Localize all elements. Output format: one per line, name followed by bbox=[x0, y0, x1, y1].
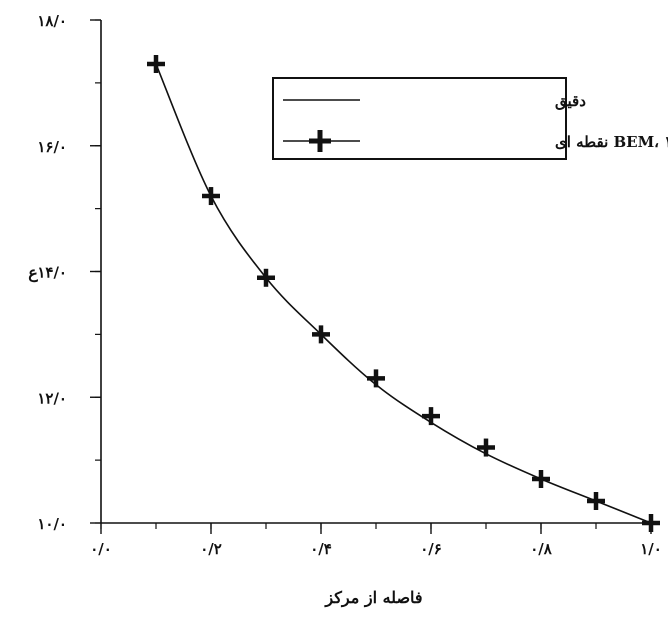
x-tick-label: ۰/۶ bbox=[420, 540, 442, 558]
series-point-bem bbox=[642, 514, 660, 532]
x-axis-label: فاصله از مرکز bbox=[324, 588, 422, 608]
y-tick-label: ۱۲/۰ bbox=[37, 389, 67, 407]
x-tick-label: ۰/۴ bbox=[310, 540, 332, 558]
series-point-bem bbox=[587, 491, 605, 510]
series-point-bem bbox=[312, 325, 330, 344]
series-line-group bbox=[155, 63, 652, 524]
x-tick-label: ۰/۲ bbox=[200, 540, 222, 558]
series-point-bem bbox=[422, 407, 440, 426]
x-tick-label: ۱/۰ bbox=[640, 540, 662, 558]
legend-label-bem: BEM، ۱۲ نقطه ای bbox=[555, 133, 668, 151]
y-tick-label: ۱۶/۰ bbox=[37, 138, 67, 156]
x-tick-label: ۰/۸ bbox=[530, 540, 553, 558]
y-axis-label: ع bbox=[28, 263, 38, 283]
series-point-bem bbox=[532, 469, 550, 488]
legend-box bbox=[272, 77, 567, 160]
x-tick-label: ۰/۰ bbox=[90, 540, 112, 558]
y-tick-label: ۱۰/۰ bbox=[37, 515, 67, 533]
series-markers-group bbox=[147, 55, 660, 532]
series-point-bem bbox=[367, 369, 385, 388]
series-point-bem bbox=[202, 187, 220, 206]
series-point-bem bbox=[257, 268, 275, 287]
series-point-bem bbox=[147, 55, 165, 74]
series-line-exact bbox=[155, 63, 652, 524]
legend-label-exact: دقیق bbox=[555, 92, 586, 110]
y-tick-label: ۱۸/۰ bbox=[37, 12, 67, 30]
y-tick-label: ۱۴/۰ bbox=[37, 264, 67, 282]
legend: دقیق BEM، ۱۲ نقطه ای bbox=[272, 77, 668, 160]
legend-plus-marker-icon bbox=[309, 130, 331, 152]
series-point-bem bbox=[477, 438, 495, 457]
